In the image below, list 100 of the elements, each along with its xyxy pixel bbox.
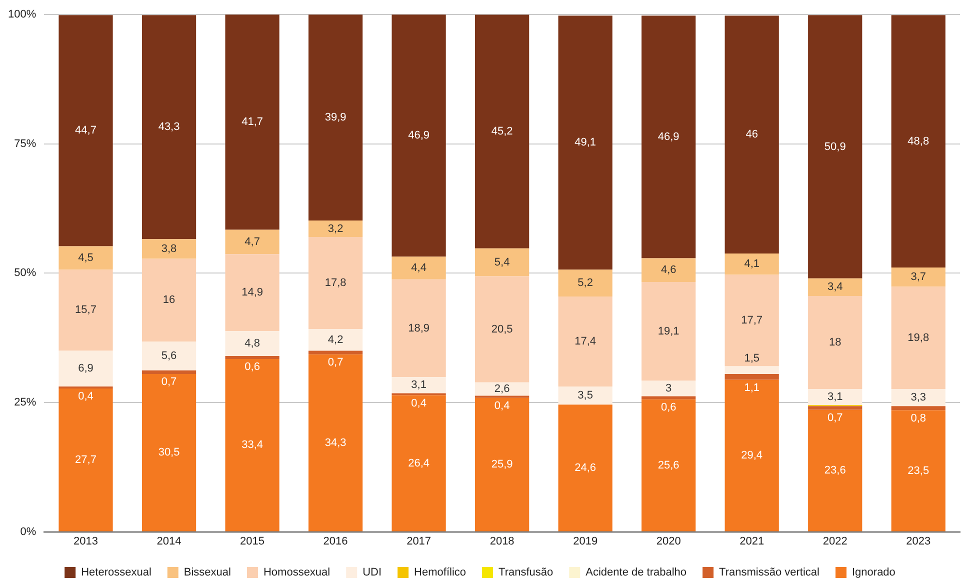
data-label: 3,8 <box>161 242 177 255</box>
x-tick-label: 2013 <box>74 535 98 548</box>
data-label: 39,9 <box>324 111 346 124</box>
data-label: 24,6 <box>574 462 596 474</box>
data-label: 4,4 <box>411 262 426 274</box>
data-label: 19,1 <box>658 325 680 338</box>
bar <box>308 220 363 237</box>
data-label: 45,2 <box>491 126 513 138</box>
x-tick-label: 2016 <box>323 535 348 548</box>
data-label: 25,6 <box>658 459 680 472</box>
bar <box>808 296 862 390</box>
bar <box>475 398 530 532</box>
bar <box>392 14 446 257</box>
bar <box>225 331 280 356</box>
data-label: 15,7 <box>75 304 96 316</box>
bar <box>475 248 530 276</box>
data-label: 5,2 <box>578 277 593 290</box>
legend-label: Transmissão vertical <box>719 566 820 579</box>
data-label: 46,9 <box>408 129 430 142</box>
bar <box>558 296 612 386</box>
bar <box>642 399 696 532</box>
data-label: 19,8 <box>908 332 930 344</box>
bar <box>808 389 862 406</box>
bar <box>142 341 196 370</box>
bar <box>724 274 779 366</box>
legend-label: Heterossexual <box>81 566 152 579</box>
bar <box>142 258 196 342</box>
bar <box>308 236 363 330</box>
bar <box>642 16 696 258</box>
bar <box>225 359 280 532</box>
legend-label: Ignorado <box>852 566 896 579</box>
bar <box>142 374 196 532</box>
bar <box>558 404 612 532</box>
bar <box>891 410 946 532</box>
bar <box>392 256 446 280</box>
bar <box>475 276 530 382</box>
bar <box>808 15 862 278</box>
data-label: 50,9 <box>824 140 846 153</box>
bar <box>724 254 779 275</box>
bar <box>142 15 196 240</box>
data-label: 5,4 <box>494 256 510 268</box>
data-label: 4,8 <box>244 338 260 350</box>
data-label: 30,5 <box>158 446 180 459</box>
bar <box>642 396 696 400</box>
bar <box>58 270 113 351</box>
bar <box>891 15 946 268</box>
bar <box>392 377 446 394</box>
bar <box>58 388 113 532</box>
bar <box>724 380 779 532</box>
data-label: 0,4 <box>78 390 94 403</box>
x-tick-label: 2022 <box>822 535 848 548</box>
data-label: 18 <box>828 336 842 349</box>
data-label: 48,8 <box>908 135 930 148</box>
data-label: 46,9 <box>658 130 680 143</box>
y-tick-label: 0% <box>20 526 36 538</box>
data-label: 3,1 <box>827 391 843 404</box>
data-label: 5,6 <box>161 350 177 362</box>
bar <box>475 14 530 248</box>
data-label: 0,4 <box>411 397 426 410</box>
data-label: 4,1 <box>744 258 760 270</box>
data-label: 3,5 <box>578 390 593 402</box>
data-label: 27,7 <box>75 454 96 466</box>
x-tick-label: 2018 <box>490 535 514 548</box>
legend-label: Homossexual <box>263 566 330 579</box>
data-label: 23,6 <box>824 464 846 477</box>
data-label: 49,1 <box>574 136 596 149</box>
legend-label: Hemofílico <box>414 566 466 579</box>
legend-label: Bissexual <box>184 566 231 579</box>
bar <box>225 14 280 230</box>
bar <box>808 278 862 296</box>
bar <box>724 374 779 380</box>
data-label: 26,4 <box>408 457 430 470</box>
bar <box>308 329 363 351</box>
y-tick-label: 75% <box>14 138 36 150</box>
data-label: 4,5 <box>78 252 94 264</box>
bar <box>808 410 862 532</box>
data-label: 17,4 <box>574 336 596 348</box>
bar <box>58 15 113 246</box>
bar <box>58 386 113 389</box>
data-label: 17,8 <box>324 277 346 290</box>
data-label: 6,9 <box>78 362 94 375</box>
data-label: 3 <box>666 382 672 395</box>
data-label: 0,6 <box>660 401 676 414</box>
data-label: 4,7 <box>244 236 260 248</box>
x-tick-label: 2015 <box>240 535 265 548</box>
data-label: 3,4 <box>827 281 843 294</box>
legend-label: Transfusão <box>498 566 554 579</box>
data-label: 2,6 <box>494 383 510 396</box>
data-label: 23,5 <box>908 464 930 477</box>
bar <box>808 406 862 410</box>
bar <box>225 254 280 332</box>
data-label: 14,9 <box>242 286 263 299</box>
data-label: 16 <box>162 294 176 306</box>
data-label: 34,3 <box>324 436 346 449</box>
y-tick-label: 100% <box>8 8 36 21</box>
bar <box>308 14 363 220</box>
data-label: 0,7 <box>827 412 843 424</box>
bar <box>142 239 196 259</box>
data-label: 17,7 <box>741 314 763 327</box>
bar <box>891 268 946 287</box>
